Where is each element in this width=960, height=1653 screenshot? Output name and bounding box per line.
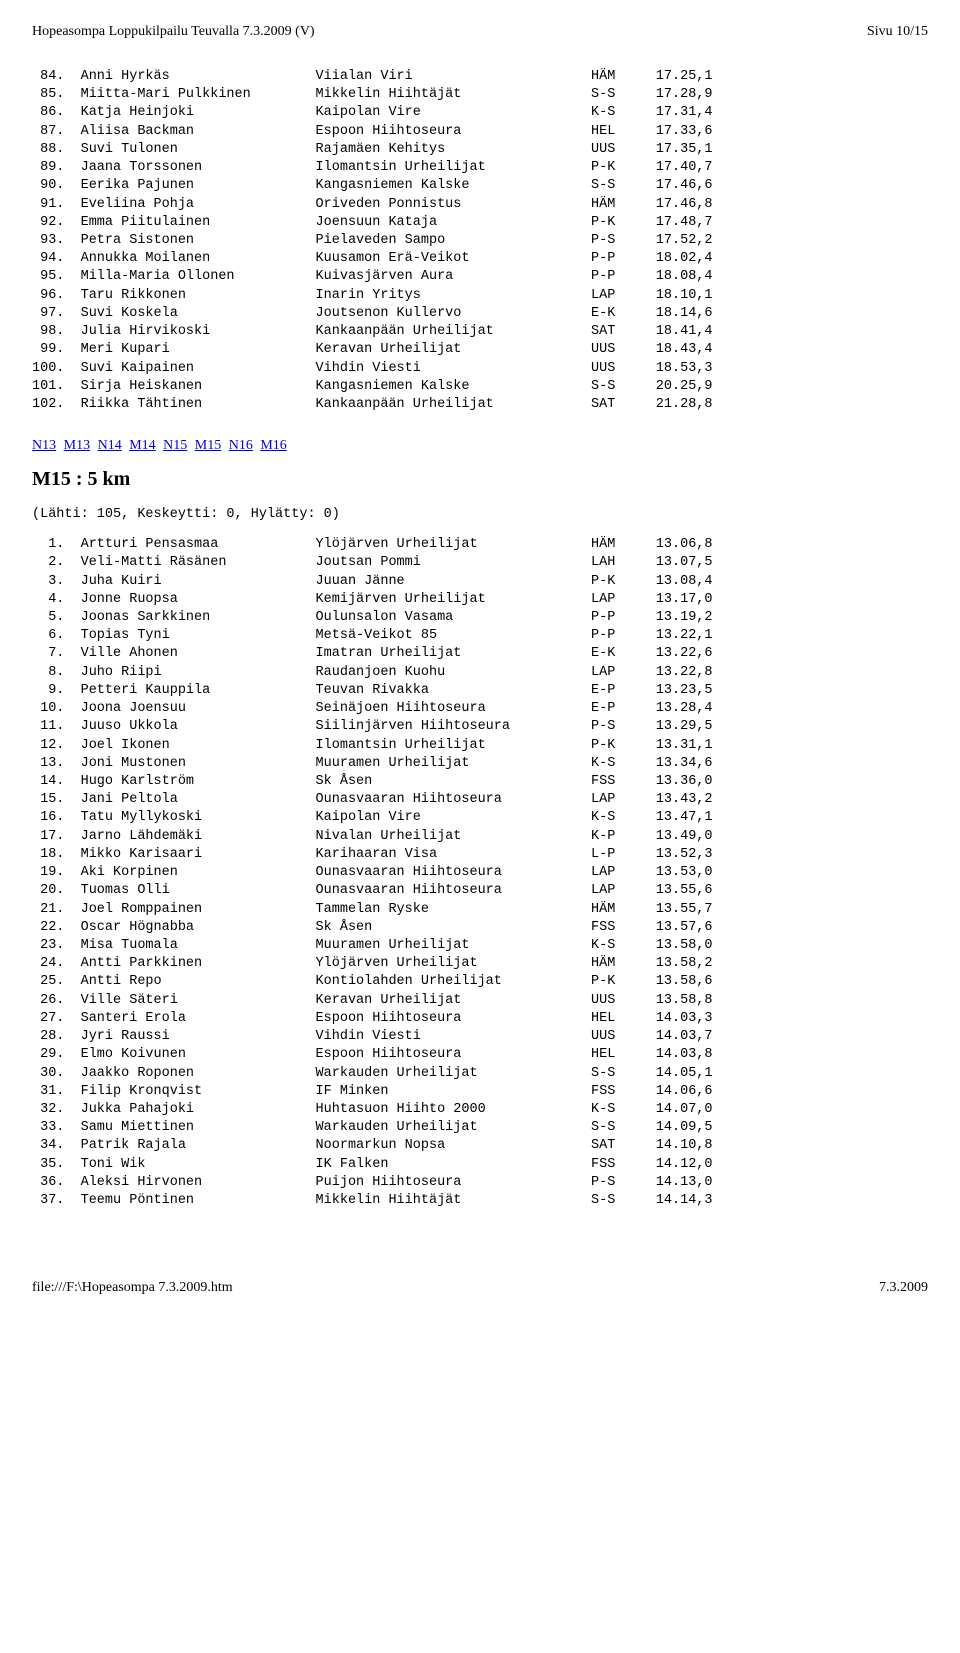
header-title: Hopeasompa Loppukilpailu Teuvalla 7.3.20…	[32, 24, 315, 40]
section-title: M15 : 5 km	[32, 468, 928, 491]
nav-link-n14[interactable]: N14	[98, 438, 122, 453]
footer-path: file:///F:\Hopeasompa 7.3.2009.htm	[32, 1280, 233, 1296]
nav-link-n16[interactable]: N16	[229, 438, 253, 453]
nav-link-n15[interactable]: N15	[163, 438, 187, 453]
results-table-m15: 1. Artturi Pensasmaa Ylöjärven Urheilija…	[32, 536, 928, 1210]
footer-date: 7.3.2009	[879, 1280, 928, 1296]
nav-link-m16[interactable]: M16	[260, 438, 286, 453]
nav-link-n13[interactable]: N13	[32, 438, 56, 453]
page-footer: file:///F:\Hopeasompa 7.3.2009.htm 7.3.2…	[32, 1280, 928, 1296]
nav-link-m14[interactable]: M14	[129, 438, 155, 453]
section-subhead: (Lähti: 105, Keskeytti: 0, Hylätty: 0)	[32, 507, 928, 522]
results-table-continued: 84. Anni Hyrkäs Viialan Viri HÄM 17.25,1…	[32, 68, 928, 414]
category-nav: N13 M13 N14 M14 N15 M15 N16 M16	[32, 438, 928, 454]
nav-link-m13[interactable]: M13	[64, 438, 90, 453]
header-page: Sivu 10/15	[867, 24, 928, 40]
page-header: Hopeasompa Loppukilpailu Teuvalla 7.3.20…	[32, 24, 928, 40]
nav-link-m15[interactable]: M15	[195, 438, 221, 453]
